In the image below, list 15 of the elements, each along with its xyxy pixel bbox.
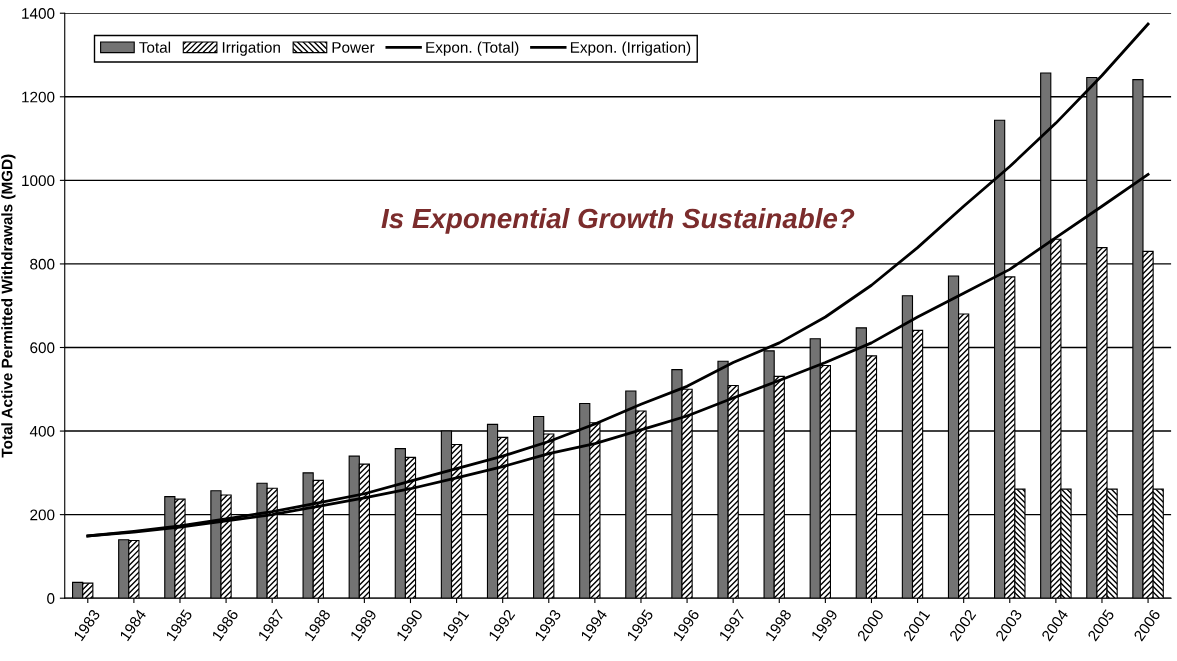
legend-label: Expon. (Irrigation)	[570, 41, 691, 56]
legend-label: Power	[332, 42, 375, 53]
legend-label: Total	[139, 41, 171, 53]
legend-label: Expon. (Total)	[426, 41, 519, 56]
y-tick-label: 0	[47, 593, 55, 604]
y-tick-label: 800	[30, 258, 55, 270]
y-tick-label: 1400	[22, 8, 55, 19]
y-axis-title: Total Active Permitted Withdrawals (MGD)	[1, 154, 16, 458]
y-tick-label: 1200	[22, 91, 55, 103]
y-tick-label: 600	[30, 342, 55, 354]
annotation: Is Exponential Growth Sustainable?	[381, 207, 855, 234]
y-tick-label: 200	[30, 509, 55, 521]
y-tick-label: 1000	[22, 175, 55, 187]
y-tick-label: 400	[29, 425, 55, 437]
legend-label: Irrigation	[222, 41, 280, 56]
